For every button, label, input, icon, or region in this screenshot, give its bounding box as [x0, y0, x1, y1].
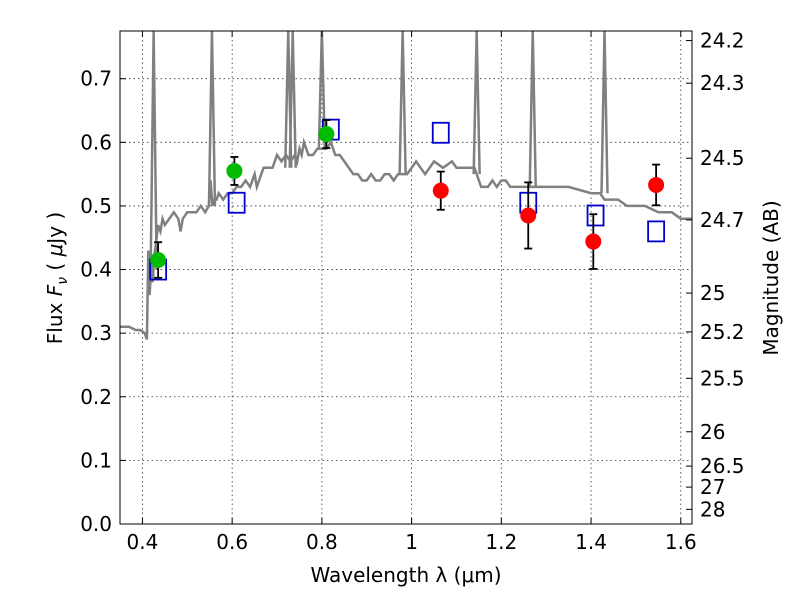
emission-line [317, 31, 327, 149]
x-tick-label: 0.6 [216, 530, 248, 554]
x-tick-label: 1 [405, 530, 418, 554]
emission-line [600, 31, 609, 194]
grid [120, 31, 692, 525]
y-tick-label: 0.7 [80, 67, 112, 91]
right-tick-label: 26.5 [700, 454, 745, 478]
right-tick-label: 25 [700, 281, 725, 305]
right-tick-label: 26 [700, 420, 725, 444]
emission-line [288, 31, 297, 168]
model-square-marker [586, 204, 605, 227]
y-tick-label: 0.2 [80, 385, 112, 409]
y-tick-label: 0.0 [80, 512, 112, 536]
x-tick-label: 1.6 [665, 530, 697, 554]
right-axis-label: Magnitude (AB) [759, 200, 783, 355]
right-tick-label: 24.5 [700, 146, 745, 170]
observed-point [520, 207, 537, 224]
x-tick-label: 1.2 [485, 530, 517, 554]
emission-line [398, 31, 407, 175]
right-tick-label: 27 [700, 475, 725, 499]
right-tick-label: 25.5 [700, 366, 745, 390]
emission-line [472, 31, 481, 175]
model-square-marker [431, 121, 450, 144]
y-tick-label: 0.4 [80, 258, 112, 282]
observed-point [432, 182, 449, 199]
x-tick-label: 0.4 [127, 530, 159, 554]
emission-line [207, 31, 217, 206]
axes: 0.4 0.6 0.8 1 1.2 1.4 1.6 0.0 0.1 0.2 0.3 0.4 0.5 0.6… [80, 29, 744, 554]
y-tick-label: 0.5 [80, 194, 112, 218]
right-tick-label: 25.2 [700, 320, 745, 344]
right-tick-label: 24.3 [700, 71, 745, 95]
spectrum-line [120, 137, 692, 340]
observed-point [648, 176, 665, 193]
right-tick-label: 24.2 [700, 29, 745, 53]
model-square-marker [647, 220, 666, 243]
right-tick-label: 28 [700, 497, 725, 521]
emission-line [149, 31, 158, 270]
y-tick-label: 0.6 [80, 130, 112, 154]
y-tick-label: 0.3 [80, 321, 112, 345]
emission-line [528, 31, 537, 187]
photometry-markers [149, 118, 666, 281]
observed-point [318, 126, 335, 143]
observed-point [226, 162, 243, 179]
observed-point [150, 252, 167, 269]
observed-point [585, 233, 602, 250]
x-tick-label: 1.4 [575, 530, 607, 554]
plot-frame [119, 30, 693, 525]
right-tick-label: 24.7 [700, 208, 745, 232]
x-tick-label: 0.8 [306, 530, 338, 554]
y-axis-label: Flux Fν ( μJy ) [43, 212, 71, 344]
x-axis-label: Wavelength λ (μm) [310, 563, 501, 587]
model-spectrum [120, 31, 692, 340]
model-square-marker [227, 191, 246, 214]
y-tick-label: 0.1 [80, 448, 112, 472]
